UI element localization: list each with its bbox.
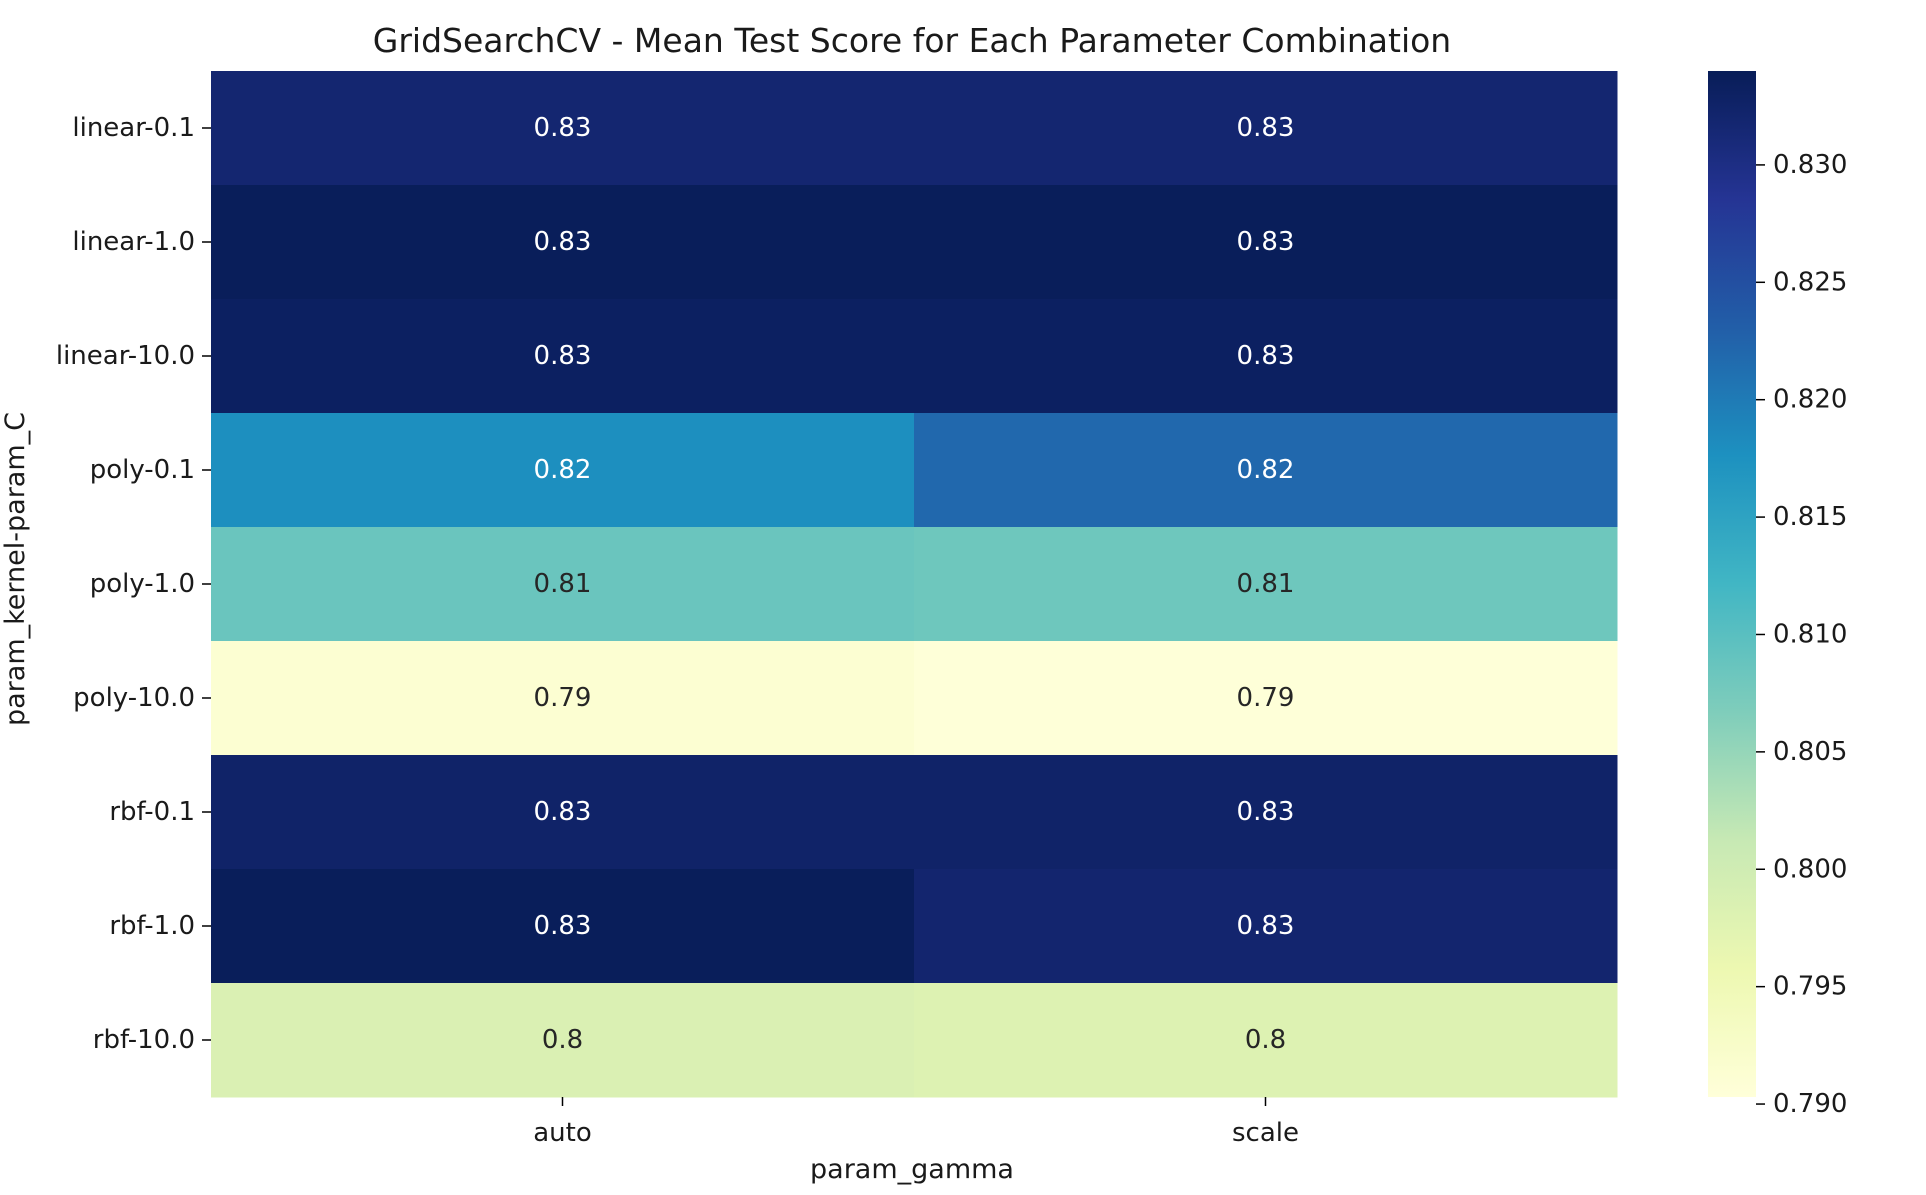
- colorbar-tick-label-0: 0.790: [1773, 1089, 1847, 1119]
- cell-annotation-4-0: 0.81: [534, 569, 592, 599]
- y-axis-label: param_kernel-param_C: [0, 412, 31, 726]
- cell-annotation-3-1: 0.82: [1237, 455, 1295, 485]
- heatmap-cell-2-0: [211, 299, 915, 414]
- colorbar-gradient: [1708, 71, 1756, 1097]
- heatmap-cell-0-0: [211, 71, 915, 186]
- cell-annotation-8-1: 0.8: [1245, 1025, 1286, 1055]
- y-tick-label-5: poly-10.0: [73, 683, 195, 713]
- colorbar-tick-label-8: 0.830: [1773, 150, 1847, 180]
- heatmap-cells: 0.83 0.83 0.83 0.83 0.83 0.83 0.82 0.82 0.81 0.81…: [211, 71, 1618, 1098]
- chart-title: GridSearchCV - Mean Test Score for Each …: [373, 21, 1451, 60]
- heatmap-cell-5-1: [914, 641, 1618, 756]
- x-axis-label: param_gamma: [810, 1154, 1014, 1185]
- heatmap-cell-4-1: [914, 527, 1618, 642]
- colorbar-tick-label-3: 0.805: [1773, 737, 1847, 767]
- cell-annotation-8-0: 0.8: [542, 1025, 583, 1055]
- y-tick-label-3: poly-0.1: [90, 455, 195, 485]
- colorbar: 0.790 0.795 0.800 0.805 0.810 0.815 0.820 0.825…: [1708, 71, 1847, 1119]
- colorbar-tick-label-2: 0.800: [1773, 854, 1847, 884]
- colorbar-tick-label-1: 0.795: [1773, 972, 1847, 1002]
- y-tick-label-7: rbf-1.0: [109, 911, 195, 941]
- cell-annotation-5-1: 0.79: [1237, 683, 1295, 713]
- cell-annotation-1-0: 0.83: [534, 227, 592, 257]
- cell-annotation-0-1: 0.83: [1237, 113, 1295, 143]
- y-tick-label-0: linear-0.1: [72, 113, 195, 143]
- heatmap-cell-3-1: [914, 413, 1618, 528]
- y-tick-label-1: linear-1.0: [72, 227, 195, 257]
- y-tick-label-4: poly-1.0: [90, 569, 195, 599]
- x-tick-label-1: scale: [1232, 1118, 1299, 1148]
- heatmap-cell-4-0: [211, 527, 915, 642]
- cell-annotation-3-0: 0.82: [534, 455, 592, 485]
- colorbar-tick-label-6: 0.820: [1773, 385, 1847, 415]
- cell-annotation-0-0: 0.83: [534, 113, 592, 143]
- heatmap-cell-7-0: [211, 869, 915, 984]
- heatmap-cell-1-1: [914, 185, 1618, 300]
- colorbar-tick-label-7: 0.825: [1773, 267, 1847, 297]
- y-axis: linear-0.1 linear-1.0 linear-10.0 poly-0.1 p…: [56, 113, 211, 1055]
- cell-annotation-6-0: 0.83: [534, 797, 592, 827]
- heatmap-cell-6-0: [211, 755, 915, 870]
- cell-annotation-7-0: 0.83: [534, 911, 592, 941]
- cell-annotation-6-1: 0.83: [1237, 797, 1295, 827]
- heatmap-cell-3-0: [211, 413, 915, 528]
- cell-annotation-4-1: 0.81: [1237, 569, 1295, 599]
- heatmap-cell-5-0: [211, 641, 915, 756]
- heatmap-cell-1-0: [211, 185, 915, 300]
- cell-annotation-7-1: 0.83: [1237, 911, 1295, 941]
- heatmap-cell-2-1: [914, 299, 1618, 414]
- heatmap-cell-8-0: [211, 983, 915, 1098]
- cell-annotation-2-0: 0.83: [534, 341, 592, 371]
- colorbar-tick-label-5: 0.815: [1773, 502, 1847, 532]
- cell-annotation-5-0: 0.79: [534, 683, 592, 713]
- x-tick-label-0: auto: [533, 1118, 592, 1148]
- cell-annotation-1-1: 0.83: [1237, 227, 1295, 257]
- heatmap-cell-7-1: [914, 869, 1618, 984]
- heatmap-cell-8-1: [914, 983, 1618, 1098]
- heatmap-cell-6-1: [914, 755, 1618, 870]
- x-axis: auto scale: [533, 1097, 1299, 1148]
- colorbar-tick-label-4: 0.810: [1773, 619, 1847, 649]
- cell-annotation-2-1: 0.83: [1237, 341, 1295, 371]
- y-tick-label-2: linear-10.0: [56, 341, 195, 371]
- heatmap-cell-0-1: [914, 71, 1618, 186]
- y-tick-label-6: rbf-0.1: [109, 797, 195, 827]
- y-tick-label-8: rbf-10.0: [93, 1025, 195, 1055]
